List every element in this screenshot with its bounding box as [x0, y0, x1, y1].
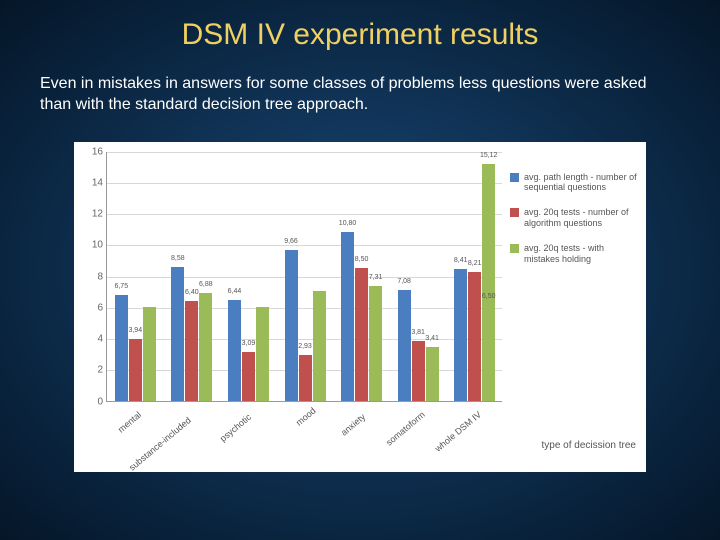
legend-swatch	[510, 208, 519, 217]
bar	[256, 307, 269, 401]
xtick-label: mood	[294, 406, 318, 428]
chart-container: 02468101214166,753,94mental8,586,406,88s…	[74, 142, 646, 472]
bar: 8,21	[468, 272, 481, 400]
legend-swatch	[510, 173, 519, 182]
bar-value-label: 8,58	[171, 255, 185, 262]
ytick-label: 4	[81, 334, 103, 345]
bar-value-label: 8,50	[355, 256, 369, 263]
bar: 6,88	[199, 293, 212, 401]
slide-title: DSM IV experiment results	[0, 0, 720, 52]
bar: 10,80	[341, 232, 354, 401]
bar-value-label: 9,66	[284, 238, 298, 245]
bar: 8,50	[355, 268, 368, 401]
bar-value-label: 8,21	[468, 260, 482, 267]
bar: 3,81	[412, 341, 425, 401]
ytick-label: 16	[81, 146, 103, 157]
ytick-label: 12	[81, 209, 103, 220]
bar: 3,94	[129, 339, 142, 401]
xtick-label: psychotic	[218, 412, 253, 444]
chart-legend: avg. path length - number of sequential …	[510, 172, 640, 279]
xtick-label: somatoform	[384, 409, 427, 447]
bar-group: 10,808,507,31	[341, 232, 382, 401]
legend-swatch	[510, 244, 519, 253]
ytick-label: 6	[81, 302, 103, 313]
bar-value-label: 6,88	[199, 281, 213, 288]
bar-value-label: 8,41	[454, 257, 468, 264]
xtick-label: mental	[116, 409, 143, 434]
xtick-label: anxiety	[339, 412, 367, 438]
legend-item: avg. 20q tests - with mistakes holding	[510, 243, 640, 265]
bar-group: 8,418,2115,126,50	[454, 164, 495, 400]
bar-value-label: 7,31	[369, 274, 383, 281]
bar-value-label: 3,81	[411, 329, 425, 336]
legend-label: avg. 20q tests - number of algorithm que…	[524, 207, 640, 229]
bar-value-label: 6,40	[185, 289, 199, 296]
bar: 8,41	[454, 269, 467, 400]
legend-item: avg. 20q tests - number of algorithm que…	[510, 207, 640, 229]
bar-value-label: 6,50	[482, 293, 496, 300]
ytick-label: 2	[81, 365, 103, 376]
legend-item: avg. path length - number of sequential …	[510, 172, 640, 194]
bar-value-label: 2,93	[298, 343, 312, 350]
bar: 7,08	[398, 290, 411, 401]
bar-value-label: 15,12	[480, 152, 498, 159]
slide-subtitle: Even in mistakes in answers for some cla…	[0, 52, 720, 116]
plot-area: 02468101214166,753,94mental8,586,406,88s…	[106, 152, 502, 402]
grid-line	[107, 214, 502, 215]
bar-group: 9,662,93	[285, 250, 326, 401]
bar: 15,126,50	[482, 164, 495, 400]
bar-value-label: 3,94	[128, 327, 142, 334]
bar	[143, 307, 156, 401]
bar: 3,41	[426, 347, 439, 400]
legend-label: avg. 20q tests - with mistakes holding	[524, 243, 640, 265]
bar-value-label: 3,41	[425, 335, 439, 342]
bar	[313, 291, 326, 400]
bar-value-label: 7,08	[397, 278, 411, 285]
bar-group: 7,083,813,41	[398, 290, 439, 401]
ytick-label: 0	[81, 396, 103, 407]
bar: 8,58	[171, 267, 184, 401]
bar-group: 8,586,406,88	[171, 267, 212, 401]
bar-value-label: 3,09	[242, 340, 256, 347]
bar: 6,75	[115, 295, 128, 400]
grid-line	[107, 183, 502, 184]
grid-line	[107, 245, 502, 246]
xaxis-title: type of decission tree	[542, 440, 637, 452]
xtick-label: substance-included	[127, 415, 193, 473]
bar-group: 6,753,94	[115, 295, 156, 400]
bar: 3,09	[242, 352, 255, 400]
bar-value-label: 10,80	[339, 220, 357, 227]
legend-label: avg. path length - number of sequential …	[524, 172, 640, 194]
grid-line	[107, 152, 502, 153]
bar: 2,93	[299, 355, 312, 401]
bar: 9,66	[285, 250, 298, 401]
xtick-label: whole DSM IV	[433, 409, 483, 453]
bar: 6,44	[228, 300, 241, 401]
ytick-label: 8	[81, 271, 103, 282]
bar-value-label: 6,75	[114, 283, 128, 290]
bar-value-label: 6,44	[228, 288, 242, 295]
bar: 7,31	[369, 286, 382, 400]
bar: 6,40	[185, 301, 198, 401]
ytick-label: 14	[81, 177, 103, 188]
bar-group: 6,443,09	[228, 300, 269, 401]
ytick-label: 10	[81, 240, 103, 251]
